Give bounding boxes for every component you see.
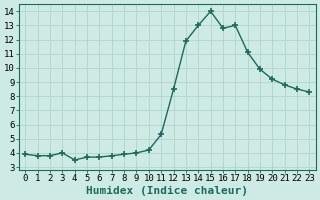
X-axis label: Humidex (Indice chaleur): Humidex (Indice chaleur) — [86, 186, 248, 196]
